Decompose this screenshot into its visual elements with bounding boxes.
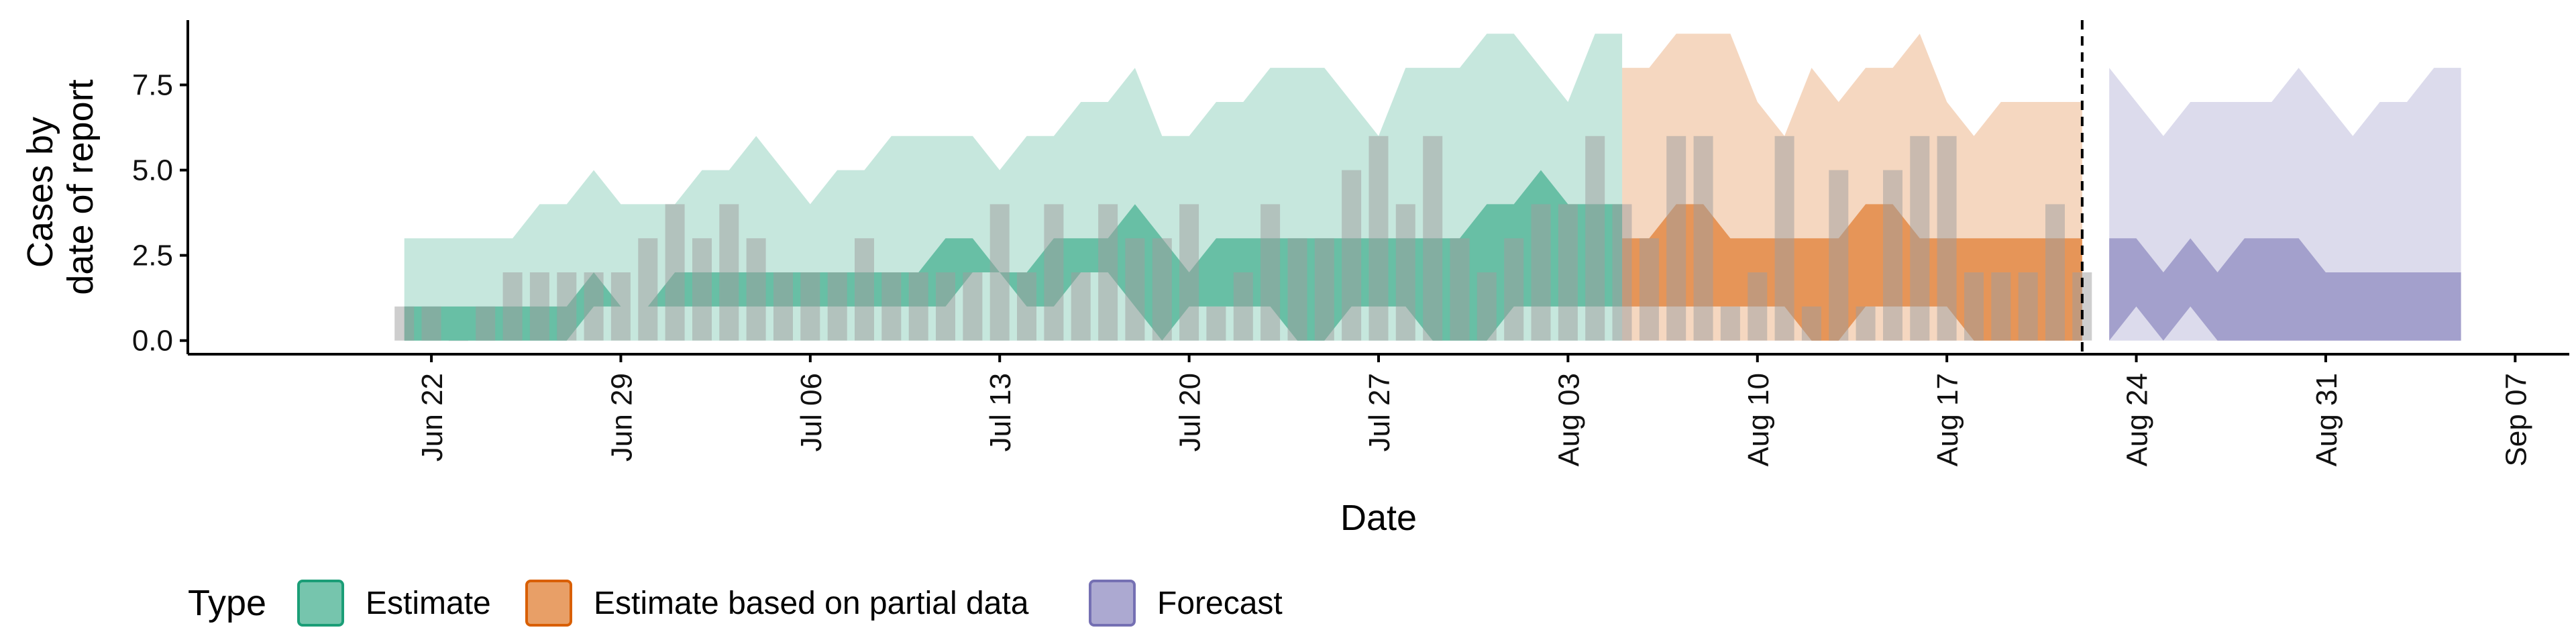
reported-cases-bar xyxy=(1720,306,1740,341)
reported-cases-bar xyxy=(584,272,604,341)
reported-cases-bar xyxy=(1666,136,1686,341)
reported-cases-bar xyxy=(1639,238,1659,341)
reported-cases-bar xyxy=(989,204,1010,341)
reported-cases-bar xyxy=(908,272,928,341)
reported-cases-bar xyxy=(1206,306,1226,341)
reported-cases-bar xyxy=(1287,238,1307,341)
x-tick-label: Jul 06 xyxy=(795,373,828,451)
reported-cases-bar xyxy=(1071,272,1091,341)
reported-cases-bar xyxy=(421,306,441,341)
reported-cases-bar xyxy=(1017,272,1036,341)
x-tick-label: Aug 03 xyxy=(1552,373,1585,466)
reported-cases-bar xyxy=(665,204,685,341)
legend-key-3 xyxy=(1089,580,1136,627)
x-axis: Jun 22 Jun 29 Jul 06 Jul 13 Jul 20 Jul 27 Aug … xyxy=(188,353,2569,466)
reported-cases-bar xyxy=(800,272,820,341)
reported-cases-bar xyxy=(773,272,793,341)
legend-key-2 xyxy=(525,580,572,627)
y-tick-label: 7.5 xyxy=(132,69,173,102)
reported-cases-bar xyxy=(1612,204,1632,341)
y-tick-label: 5.0 xyxy=(132,154,173,187)
reported-cases-bar xyxy=(1314,238,1334,341)
reported-cases-bars xyxy=(394,136,2092,341)
legend-label-2: Estimate based on partial data xyxy=(594,586,1029,621)
legend-title: Type xyxy=(188,583,266,623)
reported-cases-bar xyxy=(692,238,712,341)
reported-cases-bar xyxy=(1098,204,1118,341)
reported-cases-bar xyxy=(529,272,549,341)
reported-cases-bar xyxy=(1395,204,1415,341)
reported-cases-bar xyxy=(1748,272,1768,341)
forecast-inner-ribbon xyxy=(2109,238,2461,341)
x-tick-label: Aug 10 xyxy=(1742,373,1775,466)
reported-cases-bar xyxy=(1585,136,1605,341)
reported-cases-bar xyxy=(1504,238,1524,341)
reported-cases-bar xyxy=(1829,170,1849,341)
reported-cases-bar xyxy=(1423,136,1443,341)
reported-cases-bar xyxy=(2018,272,2038,341)
plot-area xyxy=(394,20,2461,354)
x-tick-label: Aug 24 xyxy=(2121,373,2154,466)
reported-cases-bar xyxy=(1937,136,1957,341)
legend-key-1 xyxy=(297,580,344,627)
reported-cases-bar xyxy=(719,204,739,341)
reported-cases-bar xyxy=(610,272,631,341)
reported-cases-bar xyxy=(1260,204,1281,341)
legend-label-3: Forecast xyxy=(1157,586,1283,621)
x-tick-label: Aug 17 xyxy=(1931,373,1964,466)
y-axis: 0.0 2.5 5.0 7.5 xyxy=(132,20,189,358)
reported-cases-bar xyxy=(1856,306,1876,341)
reported-cases-bar xyxy=(963,272,983,341)
reported-cases-bar xyxy=(1477,272,1497,341)
reported-cases-bar xyxy=(1450,238,1470,341)
reported-cases-bar xyxy=(1883,170,1902,341)
reported-cases-bar xyxy=(1693,136,1713,341)
reported-cases-bar xyxy=(1368,136,1389,341)
x-axis-title: Date xyxy=(1340,498,1417,538)
y-axis-title-line-2: date of report xyxy=(60,79,101,294)
reported-cases-bar xyxy=(881,272,902,341)
reported-cases-bar xyxy=(1964,272,1984,341)
x-tick-label: Jun 29 xyxy=(605,373,638,462)
reported-cases-bar xyxy=(1991,272,2011,341)
reported-cases-bar xyxy=(1910,136,1930,341)
reported-cases-bar xyxy=(1801,306,1821,341)
x-tick-label: Jun 22 xyxy=(416,373,449,462)
x-tick-label: Aug 31 xyxy=(2310,373,2343,466)
reported-cases-bar xyxy=(1125,238,1145,341)
reported-cases-bar xyxy=(1558,204,1578,341)
reported-cases-bar xyxy=(1179,204,1199,341)
reported-cases-bar xyxy=(1233,272,1253,341)
y-tick-label: 0.0 xyxy=(132,325,173,358)
reported-cases-bar xyxy=(638,238,658,341)
x-tick-label: Jul 27 xyxy=(1363,373,1396,451)
legend-label-1: Estimate xyxy=(366,586,491,621)
reported-cases-bar xyxy=(476,306,496,341)
reported-cases-bar xyxy=(1152,238,1172,341)
legend: Type Estimate Estimate based on partial d… xyxy=(188,580,1283,627)
y-axis-title-line-1: Cases by xyxy=(20,117,60,268)
y-tick-label: 2.5 xyxy=(132,239,173,272)
x-tick-label: Jul 20 xyxy=(1174,373,1207,451)
reported-cases-bar xyxy=(855,238,874,341)
reported-cases-bar xyxy=(1044,204,1064,341)
reported-cases-bar xyxy=(1342,170,1362,341)
reported-cases-bar xyxy=(746,238,766,341)
reported-cases-bar xyxy=(2045,204,2065,341)
reported-cases-bar xyxy=(1531,204,1551,341)
reported-cases-bar xyxy=(1774,136,1794,341)
y-axis-title: Cases by date of report xyxy=(20,79,101,294)
x-tick-label: Jul 13 xyxy=(984,373,1017,451)
x-tick-label: Sep 07 xyxy=(2500,373,2532,466)
reported-cases-bar xyxy=(394,306,415,341)
reported-cases-bar xyxy=(502,272,523,341)
reported-cases-bar xyxy=(557,272,577,341)
reported-cases-bar xyxy=(827,272,847,341)
reported-cases-bar xyxy=(936,272,955,341)
